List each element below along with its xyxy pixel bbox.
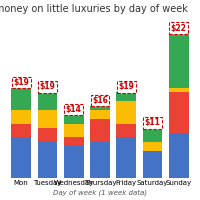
Bar xyxy=(11,110,31,124)
Text: $16: $16 xyxy=(92,96,108,105)
X-axis label: Day of week (1 week data): Day of week (1 week data) xyxy=(53,189,147,196)
Text: $19: $19 xyxy=(13,78,29,87)
Bar xyxy=(90,119,110,142)
Bar xyxy=(143,151,162,178)
Bar xyxy=(169,133,189,178)
Text: $22: $22 xyxy=(171,24,187,33)
Bar xyxy=(116,124,136,137)
Bar xyxy=(90,142,110,178)
Bar xyxy=(38,92,57,110)
Bar xyxy=(90,106,110,110)
Bar xyxy=(169,92,189,133)
Bar xyxy=(116,101,136,124)
Bar xyxy=(169,33,189,88)
Text: $11: $11 xyxy=(145,118,160,127)
Bar xyxy=(116,92,136,101)
Text: $19: $19 xyxy=(40,82,55,91)
Bar xyxy=(38,110,57,128)
Bar xyxy=(11,137,31,178)
Bar xyxy=(90,110,110,119)
Text: $14: $14 xyxy=(66,105,82,114)
Bar xyxy=(64,115,84,124)
Text: $19: $19 xyxy=(118,82,134,91)
Bar xyxy=(64,124,84,137)
Bar xyxy=(116,137,136,178)
Text: l money on little luxuries by day of week: l money on little luxuries by day of wee… xyxy=(0,4,188,14)
Bar xyxy=(143,142,162,151)
Bar xyxy=(64,146,84,178)
Bar xyxy=(38,128,57,142)
Bar xyxy=(38,142,57,178)
Bar xyxy=(11,124,31,137)
Bar xyxy=(143,128,162,142)
Bar xyxy=(64,137,84,146)
Bar xyxy=(169,88,189,92)
Bar xyxy=(11,88,31,110)
